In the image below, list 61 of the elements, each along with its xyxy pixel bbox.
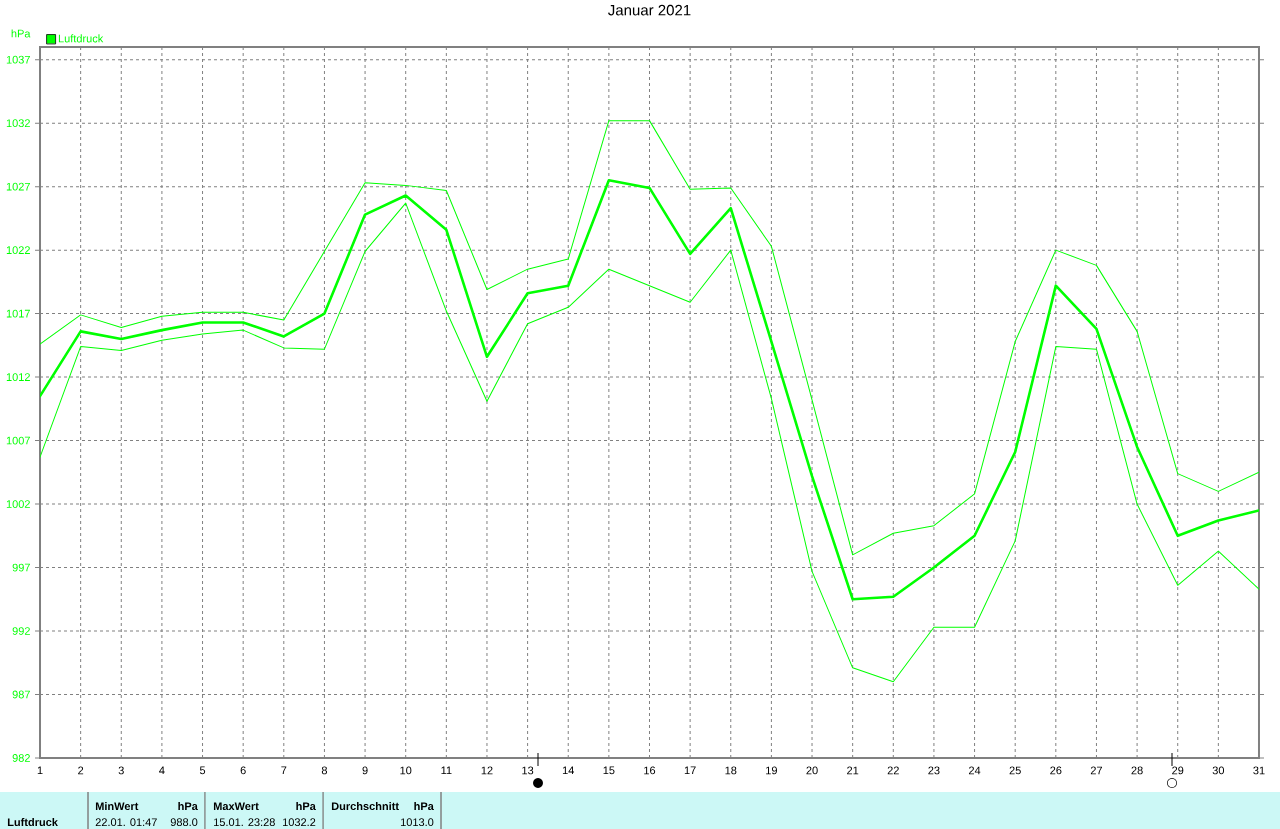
legend-label: Luftdruck bbox=[58, 34, 104, 43]
x-tick-label: 30 bbox=[1212, 766, 1225, 775]
x-tick-label: 2 bbox=[78, 766, 84, 775]
x-tick-label: 26 bbox=[1050, 766, 1062, 775]
x-tick-label: 18 bbox=[725, 766, 737, 775]
x-tick-label: 29 bbox=[1172, 766, 1184, 775]
x-tick-label: 12 bbox=[481, 766, 493, 775]
x-tick-label: 8 bbox=[321, 766, 328, 775]
line-series bbox=[40, 179, 1259, 601]
x-tick-label: 31 bbox=[1253, 766, 1265, 775]
text: 988.0 bbox=[170, 818, 198, 827]
y-tick-label: 1037 bbox=[6, 55, 30, 64]
x-tick-label: 28 bbox=[1131, 766, 1143, 775]
text: MinWert bbox=[95, 802, 139, 811]
y-tick-label: 987 bbox=[12, 690, 30, 699]
x-tick-label: 16 bbox=[644, 766, 656, 775]
y-tick-label: 1032 bbox=[6, 119, 30, 128]
x-tick-label: 6 bbox=[240, 766, 246, 775]
text: 1032.2 bbox=[282, 818, 316, 827]
x-tick-label: 9 bbox=[362, 766, 368, 775]
x-tick-label: 1 bbox=[37, 766, 43, 775]
text: Luftdruck bbox=[7, 818, 58, 827]
y-tick-label: 1022 bbox=[6, 246, 30, 255]
text: hPa bbox=[296, 802, 316, 811]
chart-title: Januar 2021 bbox=[608, 4, 691, 16]
x-tick-label: 23 bbox=[928, 766, 940, 775]
x-tick-label: 22 bbox=[887, 766, 899, 775]
x-tick-label: 17 bbox=[684, 766, 696, 775]
text: 22.01. 01:47 bbox=[95, 818, 157, 827]
x-tick-label: 27 bbox=[1090, 766, 1103, 775]
x-tick-label: 4 bbox=[159, 766, 165, 775]
text: MaxWert bbox=[213, 802, 259, 811]
y-tick-label: 1007 bbox=[6, 436, 30, 445]
x-tick-label: 7 bbox=[281, 766, 287, 775]
x-tick-label: 3 bbox=[118, 766, 124, 775]
y-tick-label: 992 bbox=[12, 627, 30, 635]
y-tick-label: 1017 bbox=[6, 309, 30, 318]
text: ○ bbox=[1167, 777, 1177, 788]
text: hPa bbox=[178, 802, 198, 811]
x-tick-label: 5 bbox=[199, 766, 206, 775]
text: hPa bbox=[414, 802, 434, 811]
x-tick-label: 10 bbox=[400, 766, 412, 775]
text: 15.01. 23:28 bbox=[214, 818, 275, 827]
text: Durchschnitt bbox=[331, 802, 399, 811]
y-tick-label: 1012 bbox=[6, 373, 30, 381]
x-tick-label: 20 bbox=[806, 766, 818, 775]
x-tick-label: 19 bbox=[766, 766, 777, 775]
text: 1013.0 bbox=[400, 818, 434, 827]
x-tick-label: 24 bbox=[968, 766, 981, 775]
x-tick-label: 13 bbox=[522, 766, 534, 775]
x-tick-label: 11 bbox=[441, 766, 452, 775]
x-tick-label: 25 bbox=[1009, 766, 1021, 775]
y-axis-title: hPa bbox=[11, 29, 31, 38]
text: ● bbox=[533, 778, 543, 788]
y-tick-label: 982 bbox=[12, 754, 30, 762]
y-tick-label: 1002 bbox=[6, 500, 30, 508]
x-tick-label: 15 bbox=[603, 766, 615, 775]
x-tick-label: 14 bbox=[562, 766, 575, 775]
y-tick-label: 997 bbox=[12, 563, 30, 572]
y-tick-label: 1027 bbox=[6, 182, 30, 191]
x-tick-label: 21 bbox=[847, 766, 859, 775]
